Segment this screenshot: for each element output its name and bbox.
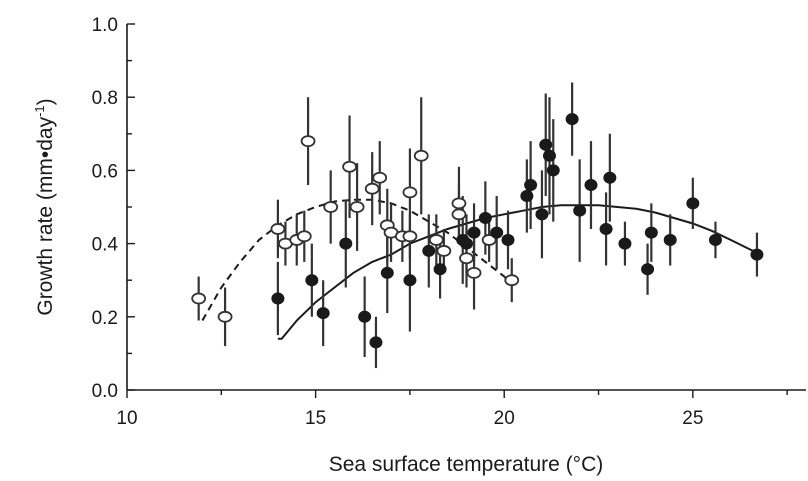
- filled-circle-point: [573, 204, 587, 217]
- filled-circle-point: [539, 138, 553, 151]
- filled-circle-point: [584, 179, 598, 192]
- filled-circle-point: [641, 263, 655, 276]
- filled-circle-point: [546, 164, 560, 177]
- filled-circle-point: [271, 292, 285, 305]
- y-tick-label: 0.6: [92, 161, 118, 182]
- filled-circle-point: [599, 222, 613, 235]
- filled-circle-point: [501, 233, 515, 246]
- axes: [126, 24, 806, 391]
- y-tick-label: 1.0: [92, 15, 118, 36]
- filled-circle-point: [708, 233, 722, 246]
- ticks: [126, 23, 788, 398]
- x-tick-label: 25: [682, 408, 703, 429]
- open-circle-point: [402, 186, 418, 199]
- open-circle-point: [342, 160, 357, 173]
- filled-circle-point: [316, 307, 330, 320]
- fit-curve-solid: [277, 204, 762, 340]
- open-circle-point: [191, 292, 207, 305]
- filled-circle-point: [460, 237, 473, 250]
- open-circle-point: [402, 230, 418, 243]
- filled-circle-point: [380, 266, 394, 279]
- y-tick-label: 0.2: [92, 308, 118, 329]
- open-circle-point: [413, 149, 429, 162]
- open-circle-point: [372, 171, 388, 184]
- filled-circle-point: [663, 233, 677, 246]
- y-axis-title-close: ): [34, 98, 57, 105]
- y-axis-title: Growth rate (mm•day-1): [32, 98, 57, 315]
- fit-lines: [201, 198, 762, 340]
- open-circle-point: [300, 135, 316, 148]
- filled-circle-point: [339, 237, 353, 250]
- y-tick-label: 0.8: [92, 88, 118, 109]
- filled-circle-point: [422, 244, 436, 257]
- filled-circle-point: [520, 190, 534, 203]
- open-circle-point: [504, 274, 520, 287]
- open-circle-point: [451, 208, 467, 221]
- filled-circle-point: [565, 113, 579, 126]
- filled-circle-point: [644, 226, 658, 239]
- y-axis-title-main: Growth rate (mm•day: [34, 116, 57, 315]
- filled-circle-point: [433, 263, 447, 276]
- x-tick-label: 10: [116, 408, 137, 429]
- open-circle-point: [428, 234, 444, 246]
- open-circle-point: [364, 182, 380, 195]
- open-circle-point: [466, 266, 482, 279]
- filled-circle-point: [490, 226, 504, 239]
- open-circle-point: [481, 234, 497, 246]
- open-circle-point: [459, 252, 474, 265]
- filled-circle-point: [305, 274, 319, 287]
- open-circle-point: [323, 201, 339, 213]
- filled-circle-point: [542, 149, 556, 162]
- x-axis-title: Sea surface temperature (°C): [329, 453, 604, 476]
- y-tick-label: 0.4: [92, 235, 119, 256]
- tick-labels: 10 15 20 25 0.0 0.2 0.4 0.6 0.8 1.0: [92, 15, 704, 429]
- filled-circle-point: [618, 237, 632, 250]
- filled-circle-point: [358, 310, 372, 323]
- filled-circle-point: [369, 336, 383, 349]
- open-circle-point: [217, 310, 233, 323]
- filled-circle-point: [467, 226, 481, 239]
- y-tick-label: 0.0: [92, 381, 118, 402]
- open-circle-point: [451, 197, 467, 210]
- filled-circle-point: [750, 248, 764, 261]
- filled-circle-point: [403, 274, 417, 287]
- open-circle-point: [296, 230, 312, 243]
- x-tick-label: 20: [494, 408, 515, 429]
- open-circle-point: [349, 201, 365, 213]
- filled-circle-point: [686, 197, 700, 210]
- data-points: [191, 113, 764, 349]
- filled-circle-point: [535, 208, 549, 221]
- y-axis-title-superscript: -1: [32, 105, 47, 117]
- filled-circle-point: [603, 171, 617, 184]
- filled-circle-point: [524, 179, 538, 192]
- x-tick-label: 15: [305, 408, 326, 429]
- open-circle-point: [270, 223, 286, 235]
- filled-circle-point: [478, 211, 492, 224]
- open-circle-point: [436, 245, 452, 257]
